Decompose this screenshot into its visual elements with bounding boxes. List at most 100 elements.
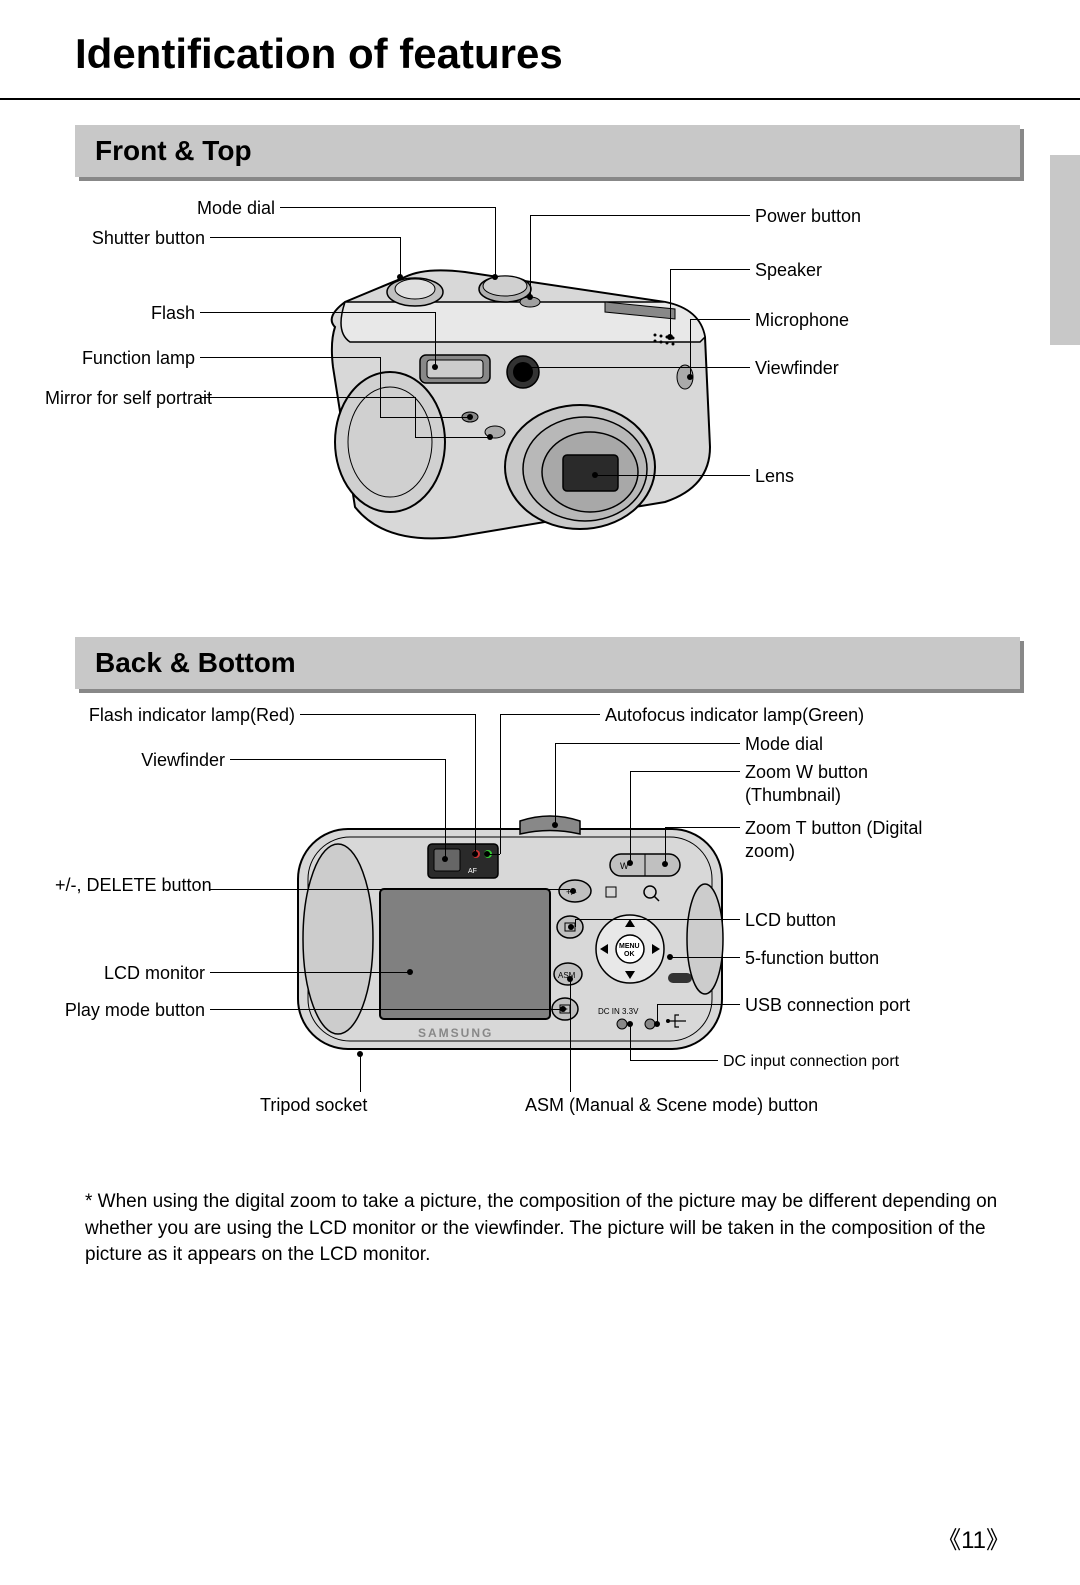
leader (380, 357, 381, 417)
label-speaker: Speaker (755, 259, 822, 282)
label-5-function-button: 5-function button (745, 947, 879, 970)
leader (555, 743, 740, 744)
label-lens: Lens (755, 465, 794, 488)
leader-dot (592, 472, 598, 478)
diagram-front-top: Mode dial Shutter button Flash Function … (75, 187, 1020, 607)
leader-dot (397, 274, 403, 280)
leader-dot (627, 1021, 633, 1027)
leader (665, 827, 666, 864)
label-dc-input-port: DC input connection port (723, 1052, 899, 1073)
leader-dot (407, 969, 413, 975)
leader (360, 1054, 361, 1092)
leader (487, 854, 500, 855)
leader (210, 889, 570, 890)
label-flash: Flash (75, 302, 195, 325)
leader (630, 771, 631, 863)
label-asm-button: ASM (Manual & Scene mode) button (525, 1094, 818, 1117)
leader (690, 319, 691, 377)
side-tab (1050, 155, 1080, 345)
leader (630, 1060, 718, 1061)
leader (200, 312, 435, 313)
svg-text:MENU: MENU (619, 943, 640, 950)
page-title: Identification of features (75, 30, 1020, 78)
label-flash-indicator-lamp: Flash indicator lamp(Red) (35, 704, 295, 727)
leader (210, 237, 400, 238)
label-function-lamp: Function lamp (45, 347, 195, 370)
label-viewfinder-back: Viewfinder (75, 749, 225, 772)
leader (495, 207, 496, 277)
leader-dot (442, 856, 448, 862)
leader (200, 357, 380, 358)
leader (657, 1004, 740, 1005)
leader-dot (662, 861, 668, 867)
leader (435, 312, 436, 367)
leader-dot (522, 369, 528, 375)
leader-dot (492, 274, 498, 280)
leader (690, 319, 750, 320)
leader-dot (667, 334, 673, 340)
svg-text:SAMSUNG: SAMSUNG (418, 1026, 493, 1040)
label-mirror-self-portrait: Mirror for self portrait (45, 387, 195, 410)
label-microphone: Microphone (755, 309, 849, 332)
leader (665, 827, 740, 828)
footnote: * When using the digital zoom to take a … (75, 1189, 1020, 1269)
svg-text:OK: OK (624, 951, 635, 958)
svg-text:AF: AF (468, 868, 477, 875)
leader (530, 215, 750, 216)
leader-dot (667, 954, 673, 960)
leader (530, 215, 531, 297)
label-power-button: Power button (755, 205, 861, 228)
leader (670, 269, 671, 337)
leader (300, 714, 475, 715)
leader-dot (570, 888, 576, 894)
leader (595, 475, 750, 476)
leader (630, 1024, 631, 1060)
leader (670, 957, 740, 958)
leader (445, 759, 446, 859)
leader-dot (527, 294, 533, 300)
leader (630, 771, 740, 772)
leader (230, 759, 445, 760)
leader-dot (472, 851, 478, 857)
label-lcd-button: LCD button (745, 909, 836, 932)
leader (280, 207, 495, 208)
leader (555, 743, 556, 825)
leader (210, 972, 410, 973)
page-number: 《11》 (937, 1520, 1010, 1555)
leader-dot (654, 1021, 660, 1027)
label-play-mode-button: Play mode button (15, 999, 205, 1022)
leader (415, 437, 490, 438)
leader (670, 269, 750, 270)
camera-back-illustration: AF SAMSUNG W +/- MENU OK (290, 809, 730, 1069)
leader-dot (357, 1051, 363, 1057)
section-header-back: Back & Bottom (75, 637, 1020, 689)
label-usb-port: USB connection port (745, 994, 925, 1017)
leader (200, 397, 415, 398)
leader-dot (567, 976, 573, 982)
leader (570, 979, 571, 1092)
leader-dot (560, 1006, 566, 1012)
label-lcd-monitor: LCD monitor (55, 962, 205, 985)
diagram-back-bottom: AF SAMSUNG W +/- MENU OK (75, 699, 1020, 1159)
leader (525, 367, 750, 368)
label-autofocus-lamp: Autofocus indicator lamp(Green) (605, 704, 864, 727)
label-zoom-t: Zoom T button (Digital zoom) (745, 817, 945, 864)
leader-dot (627, 860, 633, 866)
leader-dot (432, 364, 438, 370)
leader-dot (487, 434, 493, 440)
leader (380, 417, 470, 418)
leader (575, 919, 576, 927)
leader (400, 237, 401, 277)
leader (475, 714, 476, 854)
label-delete-button: +/-, DELETE button (55, 874, 205, 897)
leader (500, 714, 600, 715)
leader (210, 1009, 563, 1010)
label-mode-dial: Mode dial (75, 197, 275, 220)
section-header-front: Front & Top (75, 125, 1020, 177)
svg-text:DC IN 3.3V: DC IN 3.3V (598, 1007, 639, 1016)
label-mode-dial-back: Mode dial (745, 733, 823, 756)
leader (415, 397, 416, 437)
label-tripod-socket: Tripod socket (260, 1094, 367, 1117)
title-rule (0, 98, 1080, 100)
label-viewfinder-front: Viewfinder (755, 357, 839, 380)
